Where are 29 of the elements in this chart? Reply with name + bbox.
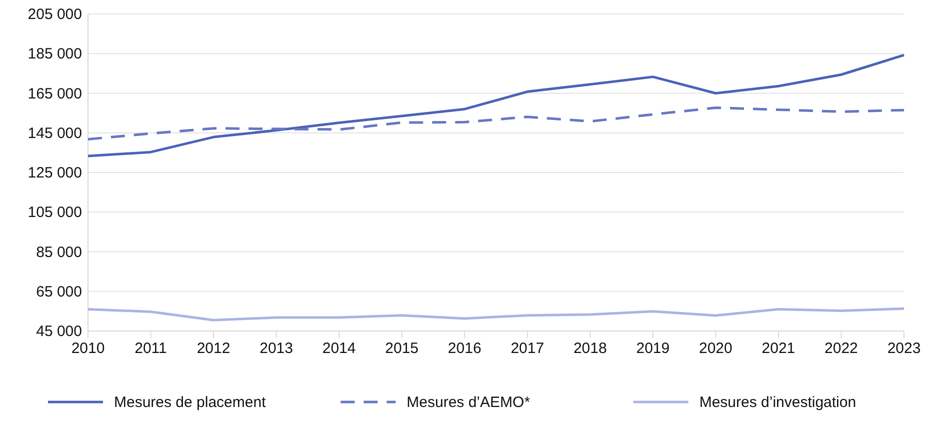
y-tick-label: 185 000 bbox=[28, 46, 82, 63]
x-tick-label: 2019 bbox=[636, 340, 670, 357]
x-tick-label: 2014 bbox=[322, 340, 356, 357]
y-tick-label: 45 000 bbox=[36, 323, 82, 340]
y-tick-label: 125 000 bbox=[28, 164, 82, 182]
x-tick-label: 2018 bbox=[573, 340, 607, 357]
y-tick-label: 165 000 bbox=[28, 85, 82, 102]
x-tick-label: 2016 bbox=[448, 340, 482, 357]
legend-label: Mesures d’AEMO* bbox=[406, 394, 530, 411]
x-tick-label: 2023 bbox=[887, 340, 921, 357]
y-tick-label: 205 000 bbox=[28, 6, 82, 23]
line-series bbox=[86, 54, 906, 158]
y-tick-label: 145 000 bbox=[28, 124, 82, 142]
x-tick-label: 2022 bbox=[824, 340, 858, 357]
legend-label: Mesures de placement bbox=[114, 394, 267, 411]
x-tick-label: 2012 bbox=[196, 340, 230, 357]
x-tick-label: 2020 bbox=[699, 340, 732, 357]
x-tick-label: 2013 bbox=[260, 340, 293, 357]
x-tick-label: 2021 bbox=[762, 340, 796, 357]
x-tick-label: 2010 bbox=[71, 340, 105, 357]
legend-label: Mesures d’investigation bbox=[699, 394, 856, 411]
x-tick-label: 2015 bbox=[385, 340, 419, 357]
y-tick-label: 85 000 bbox=[36, 244, 82, 261]
y-tick-label: 105 000 bbox=[28, 204, 82, 222]
x-tick-label: 2011 bbox=[134, 340, 167, 357]
line-series bbox=[86, 307, 906, 322]
line-series bbox=[86, 106, 906, 140]
y-tick-label: 65 000 bbox=[36, 283, 82, 300]
x-tick-label: 2017 bbox=[510, 340, 544, 357]
